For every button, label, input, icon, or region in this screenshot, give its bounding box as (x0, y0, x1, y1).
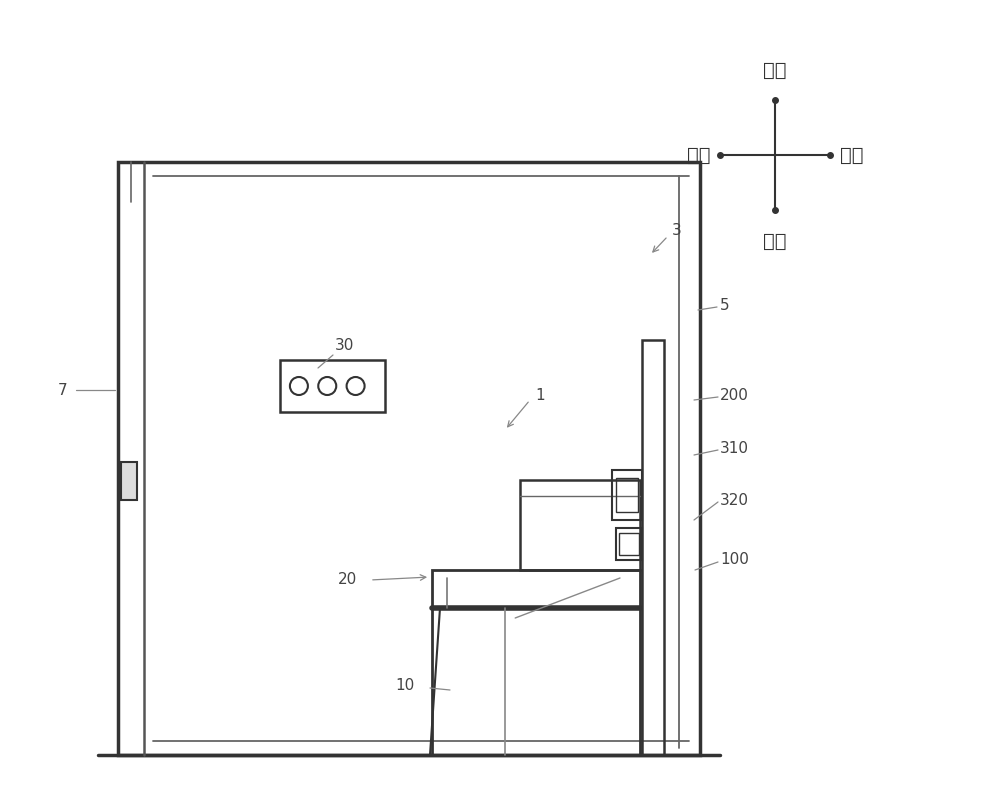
Text: 20: 20 (338, 573, 357, 588)
Bar (642, 340, 664, 755)
Text: 3: 3 (672, 223, 682, 238)
Bar (616, 528, 642, 560)
Text: 后方: 后方 (840, 145, 864, 164)
Bar (612, 470, 642, 520)
Text: 200: 200 (720, 388, 749, 402)
Text: 5: 5 (720, 298, 730, 313)
Bar (616, 478, 638, 512)
Text: 310: 310 (720, 441, 749, 456)
Bar (118, 162, 700, 755)
Bar (619, 533, 639, 555)
Text: 10: 10 (395, 678, 414, 693)
Text: 100: 100 (720, 552, 749, 567)
Bar (280, 360, 385, 412)
Text: 1: 1 (535, 388, 545, 402)
Text: 30: 30 (335, 337, 354, 352)
Text: 前方: 前方 (686, 145, 710, 164)
Text: 上方: 上方 (763, 61, 787, 80)
Text: 下方: 下方 (763, 232, 787, 251)
Bar (520, 480, 640, 570)
Text: 320: 320 (720, 492, 749, 507)
Bar (121, 462, 137, 500)
Text: 7: 7 (58, 382, 68, 397)
Bar (432, 570, 640, 755)
